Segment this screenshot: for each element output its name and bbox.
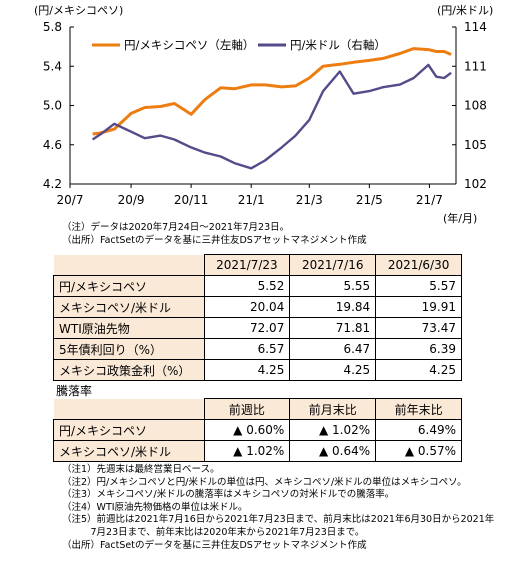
usd-jpy-series-line [91,63,452,170]
x-tick-label: 21/7 [416,193,443,207]
table-cell: 6.47 [289,338,377,360]
x-tick-label: 21/5 [356,193,383,207]
table-cell: 20.04 [203,296,291,318]
table-cell: 4.25 [375,359,462,381]
chart-source: （出所）FactSetのデータを基に三井住友DSアセットマネジメント作成 [62,235,367,246]
table-cell: 6.49% [375,419,462,441]
left-tick-label: 4.6 [43,138,62,152]
right-tick-label: 111 [464,59,487,73]
table-row: 円/メキシコペソ ▲ 0.60% ▲ 1.02% 6.49% [53,419,462,441]
footnote: （注5）前週比は2021年7月16日から2021年7月23日まで、前月末比は20… [62,514,495,526]
column-header: 2021/7/23 [203,254,291,276]
table-cell: 73.47 [375,317,462,339]
column-header: 2021/6/30 [375,254,462,276]
row-label: 円/メキシコペソ [53,275,205,297]
table-cell: 5.55 [289,275,377,297]
table-corner [53,254,204,276]
table-row: メキシコ政策金利（%） 4.25 4.25 4.25 [53,359,462,381]
table-corner [53,398,204,420]
legend-label: 円/米ドル（右軸） [290,38,386,52]
footnote: （出所）FactSetのデータを基に三井住友DSアセットマネジメント作成 [62,539,367,551]
table-cell: ▲ 1.02% [203,440,291,462]
table-cell: ▲ 1.02% [289,419,377,441]
left-tick-label: 5.8 [43,20,62,34]
footnote: 7月23日まで、前年末比は2020年末から2021年7月23日まで。 [62,526,365,538]
left-tick-label: 5.4 [43,59,62,73]
footnote: （注3）メキシコペソ/米ドルの騰落率はメキシコペソの対米ドルでの騰落率。 [62,489,395,501]
legend-label: 円/メキシコペソ（左軸） [124,38,254,52]
table-header-row: 前週比 前月末比 前年末比 [53,398,462,420]
column-header: 前年末比 [375,398,462,420]
chart-note: （注）データは2020年7月24日～2021年7月23日。 [62,222,290,233]
table-row: 5年債利回り（%） 6.57 6.47 6.39 [53,338,462,360]
table-cell: 4.25 [289,359,377,381]
table-row: メキシコペソ/米ドル 20.04 19.84 19.91 [53,296,462,318]
table-cell: ▲ 0.60% [203,419,291,441]
table-cell: 71.81 [289,317,377,339]
market-data-table: 2021/7/23 2021/7/16 2021/6/30 円/メキシコペソ 5… [53,254,462,381]
x-tick-label: 20/11 [174,193,209,207]
table-cell: 19.84 [289,296,377,318]
row-label: 円/メキシコペソ [53,419,205,441]
table-cell: 4.25 [203,359,291,381]
x-tick-label: 21/3 [296,193,323,207]
row-label: メキシコペソ/米ドル [53,296,205,318]
x-tick-label: 20/7 [57,193,84,207]
table-cell: 5.57 [375,275,462,297]
table-row: 円/メキシコペソ 5.52 5.55 5.57 [53,275,462,297]
performance-table: 前週比 前月末比 前年末比 円/メキシコペソ ▲ 0.60% ▲ 1.02% 6… [53,398,462,462]
row-label: 5年債利回り（%） [53,338,205,360]
table-cell: 6.39 [375,338,462,360]
footnotes: （注1）先週末は最終営業日ベース。 （注2）円/メキシコペソと円/米ドルの単位は… [62,464,494,552]
column-header: 前週比 [203,398,291,420]
table-cell: 6.57 [203,338,291,360]
performance-title: 騰落率 [56,384,93,398]
table-row: WTI原油先物 72.07 71.81 73.47 [53,317,462,339]
left-tick-label: 5.0 [43,99,62,113]
table-cell: 72.07 [203,317,291,339]
table-cell: ▲ 0.64% [289,440,377,462]
column-header: 前月末比 [289,398,377,420]
footnote: （注2）円/メキシコペソと円/米ドルの単位は円、メキシコペソ/米ドルの単位はメキ… [62,476,467,488]
right-tick-label: 102 [464,177,487,191]
table-cell: ▲ 0.57% [375,440,462,462]
right-axis-title: (円/米ドル) [437,4,494,17]
x-tick-label: 21/1 [238,193,265,207]
right-tick-label: 114 [464,20,487,34]
footnote: （注4）WTI原油先物価格の単位は米ドル。 [62,501,248,513]
right-tick-label: 105 [464,138,487,152]
row-label: メキシコペソ/米ドル [53,440,205,462]
column-header: 2021/7/16 [289,254,377,276]
table-cell: 19.91 [375,296,462,318]
footnote: （注1）先週末は最終営業日ベース。 [62,464,220,475]
table-header-row: 2021/7/23 2021/7/16 2021/6/30 [53,254,462,276]
mxn-jpy-series-line [92,47,452,136]
row-label: WTI原油先物 [53,317,205,339]
right-tick-label: 108 [464,99,487,113]
x-axis-unit: (年/月) [443,212,478,225]
table-row: メキシコペソ/米ドル ▲ 1.02% ▲ 0.64% ▲ 0.57% [53,440,462,462]
fx-line-chart: 4.2 4.6 5.0 5.4 5.8 102 105 108 111 114 20/7 20/9 20… [43,20,487,207]
row-label: メキシコ政策金利（%） [53,359,205,381]
x-tick-label: 20/9 [118,193,145,207]
table-cell: 5.52 [203,275,291,297]
left-tick-label: 4.2 [43,177,62,191]
left-axis-title: (円/メキシコペソ) [34,4,124,17]
